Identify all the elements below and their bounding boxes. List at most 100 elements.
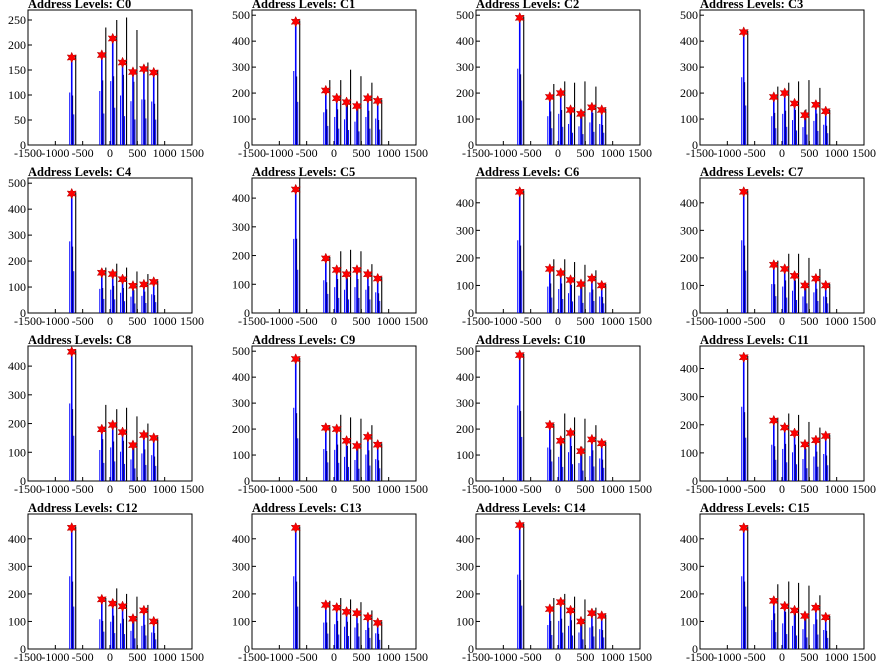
peak-marker	[789, 427, 800, 440]
x-tick-label: 1500	[404, 482, 428, 496]
y-tick-label: 400	[232, 191, 250, 205]
panel-title: Address Levels: C12	[28, 501, 138, 515]
x-tick-label: 1500	[180, 650, 204, 664]
y-tick-label: 200	[8, 417, 26, 431]
y-tick-label: 200	[232, 86, 250, 100]
panel-13: Address Levels: C13 0 100 200 300 400 -1500 -10…	[232, 501, 428, 664]
y-tick-label: 300	[232, 220, 250, 234]
peak-marker	[820, 279, 831, 292]
x-tick-label: 0	[107, 314, 113, 328]
x-tick-label: 500	[800, 650, 818, 664]
y-tick-label: 100	[232, 614, 250, 628]
peak-marker	[362, 268, 373, 281]
peak-marker	[586, 607, 597, 619]
peak-marker	[586, 101, 597, 114]
x-tick-label: 0	[779, 650, 785, 664]
x-tick-label: 1000	[153, 314, 177, 328]
x-tick-label: 500	[128, 146, 146, 160]
x-tick-label: -1500	[686, 482, 714, 496]
x-tick-label: -500	[296, 314, 318, 328]
plot-frame	[27, 345, 193, 482]
peak-marker	[117, 56, 128, 69]
x-tick-label: -500	[744, 650, 766, 664]
panel-title: Address Levels: C10	[476, 333, 586, 347]
y-tick-label: 100	[680, 278, 698, 292]
plot-frame	[27, 177, 193, 314]
x-tick-label: -1000	[265, 146, 293, 160]
x-tick-label: 1000	[825, 314, 849, 328]
peak-marker	[107, 597, 118, 610]
x-tick-label: -1000	[265, 314, 293, 328]
peak-marker	[117, 600, 128, 613]
peak-marker	[341, 268, 352, 281]
x-tick-label: -1500	[686, 314, 714, 328]
peak-marker	[320, 599, 331, 611]
peak-marker	[331, 423, 342, 435]
peak-marker	[127, 439, 138, 451]
x-tick-label: 0	[107, 482, 113, 496]
plot-frame	[699, 9, 865, 146]
x-tick-label: 1500	[628, 650, 652, 664]
peak-marker	[565, 104, 576, 116]
x-tick-label: 0	[331, 146, 337, 160]
x-tick-label: 500	[576, 650, 594, 664]
y-tick-label: 400	[680, 532, 698, 546]
y-tick-label: 400	[680, 34, 698, 48]
y-tick-label: 50	[14, 113, 26, 127]
peak-marker	[148, 615, 159, 628]
panel-title: Address Levels: C11	[700, 333, 809, 347]
x-tick-label: 0	[331, 314, 337, 328]
peak-marker	[575, 615, 586, 628]
x-tick-label: -1500	[238, 146, 266, 160]
y-tick-label: 0	[244, 138, 250, 152]
peak-marker	[320, 252, 331, 265]
x-tick-label: 0	[331, 650, 337, 664]
x-tick-label: 1000	[377, 314, 401, 328]
y-tick-label: 100	[456, 112, 474, 126]
x-tick-label: -500	[296, 146, 318, 160]
y-tick-label: 100	[232, 277, 250, 291]
x-tick-label: -1000	[41, 650, 69, 664]
x-tick-label: 0	[555, 146, 561, 160]
y-tick-label: 100	[8, 280, 26, 294]
y-tick-label: 200	[456, 422, 474, 436]
y-tick-label: 100	[8, 88, 26, 102]
y-tick-label: 300	[456, 396, 474, 410]
x-tick-label: 1000	[825, 146, 849, 160]
y-tick-label: 400	[8, 202, 26, 216]
x-tick-label: 500	[352, 650, 370, 664]
panel-11: Address Levels: C11 0 100 200 300 400 -1500 -10…	[680, 333, 876, 496]
peak-marker	[96, 49, 107, 61]
panel-title: Address Levels: C14	[476, 501, 586, 515]
x-tick-label: -1000	[489, 482, 517, 496]
y-tick-label: 300	[232, 60, 250, 74]
x-tick-label: 1500	[180, 146, 204, 160]
peak-marker	[544, 419, 555, 431]
x-tick-label: -1000	[489, 314, 517, 328]
peak-marker	[738, 521, 749, 534]
y-tick-label: 400	[456, 34, 474, 48]
peak-marker	[341, 96, 352, 108]
peak-marker	[148, 276, 159, 288]
x-tick-label: 1000	[153, 482, 177, 496]
peak-marker	[768, 414, 779, 427]
y-tick-label: 100	[8, 614, 26, 628]
peak-marker	[555, 596, 566, 608]
y-tick-label: 200	[680, 587, 698, 601]
x-tick-label: 500	[800, 314, 818, 328]
peak-marker	[820, 105, 831, 118]
y-tick-label: 0	[244, 474, 250, 488]
y-tick-label: 500	[232, 344, 250, 358]
x-tick-label: 0	[779, 146, 785, 160]
x-tick-label: 1500	[404, 314, 428, 328]
panel-title: Address Levels: C15	[700, 501, 810, 515]
plot-frame	[475, 513, 641, 650]
peak-marker	[320, 84, 331, 97]
panel-10: Address Levels: C10 0 100 200 300 400 500 -1500…	[456, 333, 652, 496]
x-tick-label: 1500	[852, 650, 876, 664]
peak-marker	[320, 421, 331, 434]
x-tick-label: -500	[520, 650, 542, 664]
x-tick-label: -1500	[686, 146, 714, 160]
x-tick-label: -500	[296, 482, 318, 496]
x-tick-label: 1500	[852, 146, 876, 160]
